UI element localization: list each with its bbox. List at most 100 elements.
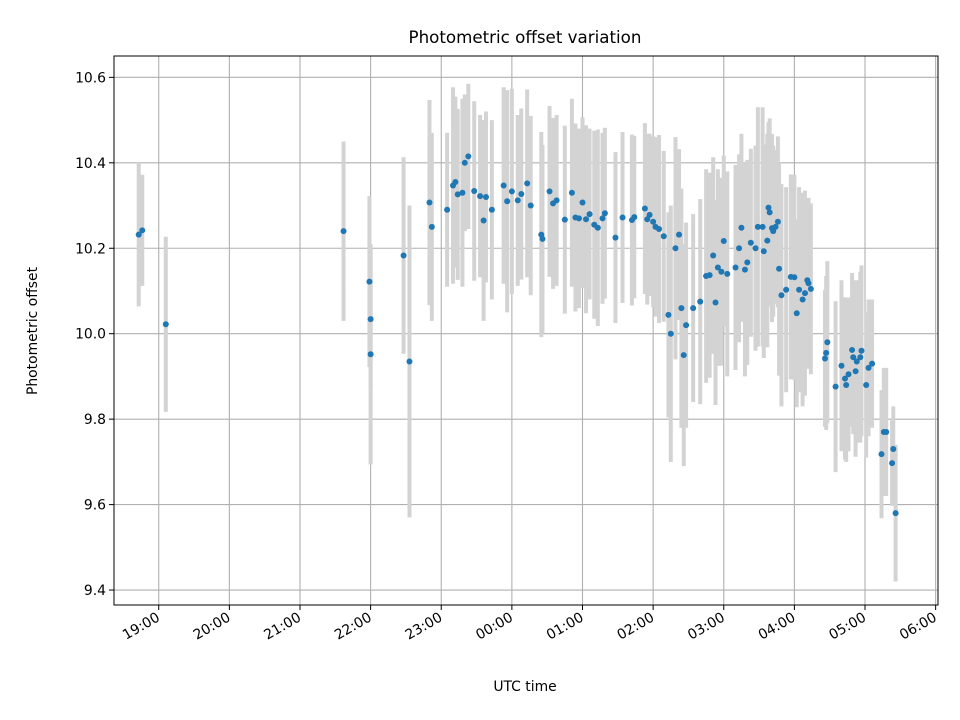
data-point (793, 310, 800, 317)
x-tick-label: 05:00 (826, 610, 869, 644)
data-point (890, 446, 897, 453)
data-point (754, 223, 761, 230)
data-point (459, 189, 466, 196)
data-point (732, 264, 739, 271)
x-tick-label: 20:00 (191, 610, 234, 644)
data-point (736, 245, 743, 252)
data-point (471, 188, 478, 195)
x-tick-label: 04:00 (756, 610, 799, 644)
data-point (524, 180, 531, 187)
data-point (869, 360, 876, 367)
data-point (631, 214, 638, 221)
x-axis-title: UTC time (493, 679, 556, 695)
data-point (480, 217, 487, 224)
data-point (764, 237, 771, 244)
data-point (718, 268, 725, 275)
data-point (583, 216, 590, 223)
data-point (667, 330, 674, 337)
data-point (747, 239, 754, 246)
data-point (858, 347, 865, 354)
data-point (892, 510, 899, 517)
data-point (765, 204, 772, 211)
data-point (500, 182, 507, 189)
y-tick-label: 9.8 (84, 412, 106, 428)
y-tick-label: 10.4 (75, 156, 106, 172)
data-point (579, 199, 586, 206)
x-tick-label: 19:00 (120, 610, 163, 644)
data-point (601, 210, 608, 217)
data-point (883, 428, 890, 435)
data-point (807, 285, 814, 292)
y-tick-label: 10.0 (75, 327, 106, 343)
x-tick-label: 23:00 (403, 610, 446, 644)
data-point (612, 234, 619, 241)
data-point (678, 305, 685, 312)
data-point (518, 190, 525, 197)
data-point (853, 358, 860, 365)
x-axis-ticks: 19:00 20:00 21:00 22:00 23:00 00:00 01:00 02:00… (120, 605, 940, 643)
y-axis-title: Photometric offset (25, 266, 41, 395)
data-point (738, 224, 745, 231)
data-point (850, 354, 857, 361)
plot-area-frame (113, 55, 939, 606)
data-point (889, 460, 896, 467)
data-point (759, 223, 766, 230)
x-tick-label: 00:00 (473, 610, 516, 644)
data-point (650, 218, 657, 225)
data-point (539, 235, 546, 242)
x-tick-label: 02:00 (614, 610, 657, 644)
data-point (774, 218, 781, 225)
x-tick-label: 22:00 (332, 610, 375, 644)
data-point (865, 364, 872, 371)
data-point (801, 290, 808, 297)
data-point (619, 214, 626, 221)
y-axis-ticks: 9.4 9.6 9.8 10.0 10.2 10.4 10.6 (75, 70, 114, 599)
data-point (706, 272, 713, 279)
data-point (428, 223, 435, 230)
data-point (406, 358, 413, 365)
data-point (400, 252, 407, 259)
data-point (561, 216, 568, 223)
data-point (832, 383, 839, 390)
data-point (710, 252, 717, 259)
error-bars (136, 83, 898, 582)
x-tick-label: 06:00 (897, 610, 940, 644)
data-point (857, 354, 864, 361)
data-point (586, 211, 593, 218)
data-point (821, 355, 828, 362)
data-point (823, 349, 830, 356)
data-point (766, 209, 773, 216)
data-point (842, 375, 849, 382)
data-points (135, 153, 899, 517)
data-point (482, 193, 489, 200)
data-point (680, 352, 687, 359)
data-point (477, 193, 484, 200)
data-point (504, 198, 511, 205)
data-point (720, 237, 727, 244)
data-point (546, 188, 553, 195)
data-point (367, 351, 374, 358)
x-tick-label: 01:00 (544, 610, 587, 644)
data-point (724, 270, 731, 277)
data-point (783, 286, 790, 293)
data-point (752, 245, 759, 252)
data-point (366, 278, 373, 285)
data-point (878, 451, 885, 458)
x-tick-label: 21:00 (261, 610, 304, 644)
data-point (799, 296, 806, 303)
data-point (465, 153, 472, 160)
data-point (599, 215, 606, 222)
data-point (454, 191, 461, 198)
y-tick-label: 10.6 (75, 70, 106, 86)
data-point (838, 362, 845, 369)
data-point (641, 205, 648, 212)
data-point (772, 223, 779, 230)
data-point (672, 245, 679, 252)
data-point (676, 231, 683, 238)
data-point (514, 197, 521, 204)
data-point (665, 311, 672, 318)
data-point (796, 286, 803, 293)
y-tick-label: 10.2 (75, 241, 106, 257)
data-point (697, 298, 704, 305)
